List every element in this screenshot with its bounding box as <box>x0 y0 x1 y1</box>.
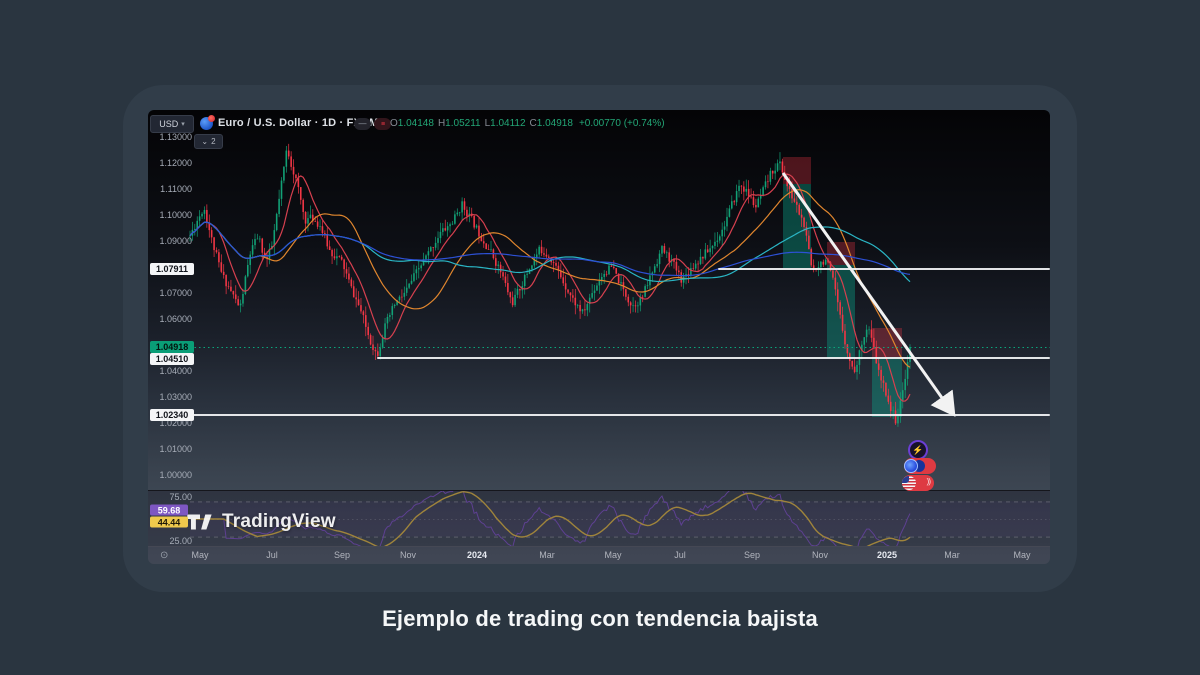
chevron-down-icon: ⌄ <box>201 137 209 146</box>
time-tick: Sep <box>333 550 351 560</box>
horizontal-line-1.07911[interactable] <box>718 268 1050 270</box>
symbol-logo-flag-dot <box>208 115 215 122</box>
time-tick: May <box>191 550 209 560</box>
time-tick: Mar <box>539 550 555 560</box>
time-tick: Jul <box>266 550 278 560</box>
ohlc-label: H <box>437 118 446 129</box>
currency-dropdown[interactable]: USD ▾ <box>150 115 194 133</box>
ohlc-label: O <box>390 118 398 129</box>
ohlc-value: 1.04112 <box>490 118 526 129</box>
change-value: +0.00770 (+0.74%) <box>578 118 665 129</box>
watermark-text: TradingView <box>222 511 336 532</box>
minimize-icon[interactable]: — <box>354 118 371 130</box>
reactions-badge[interactable] <box>904 458 936 474</box>
rsi-value-badge: 59.68 <box>150 504 188 516</box>
time-tick: May <box>1013 550 1031 560</box>
ohlc-value: 1.04918 <box>536 118 573 129</box>
symbol-logo-icon <box>200 115 215 130</box>
time-tick: Mar <box>944 550 960 560</box>
time-tick: Nov <box>399 550 417 560</box>
ohlc-label: L <box>484 118 491 129</box>
time-tick: Jul <box>674 550 686 560</box>
ohlc-label: C <box>529 118 537 129</box>
tradingview-logo-icon <box>187 514 212 530</box>
time-scale[interactable]: ⊙ May Jul Sep Nov 2024 Mar May Jul Sep Nov 2025 Mar… <box>148 546 1050 564</box>
flag-canton <box>902 476 909 483</box>
indicators-count: 2 <box>211 137 216 146</box>
market-status-icons[interactable]: — ≡ <box>354 118 391 130</box>
timezone-settings-icon[interactable]: ⊙ <box>160 550 169 561</box>
chart-card: USD ▾ Euro / U.S. Dollar · 1D · FXCM — ≡… <box>123 85 1077 592</box>
chart-header: USD ▾ Euro / U.S. Dollar · 1D · FXCM — ≡… <box>148 110 1050 136</box>
tradingview-watermark: TradingView <box>185 510 336 534</box>
ohlc-value: 1.04148 <box>397 118 434 129</box>
indicators-collapse-button[interactable]: ⌄ 2 <box>194 134 223 149</box>
market-alert-icon[interactable]: ≡ <box>374 118 391 130</box>
time-tick: 2025 <box>876 550 898 560</box>
rsi-upper-label: 75.00 <box>169 492 192 502</box>
currency-label: USD <box>159 119 179 129</box>
ohlc-value: 1.05211 <box>445 118 481 129</box>
horizontal-line-1.02340[interactable] <box>192 414 1050 416</box>
horizontal-line-1.04510[interactable] <box>377 357 1050 359</box>
rsi-lower-label: 25.00 <box>169 536 192 546</box>
chevron-down-icon: ▾ <box>181 121 185 128</box>
tradingview-chart[interactable]: USD ▾ Euro / U.S. Dollar · 1D · FXCM — ≡… <box>148 110 1050 564</box>
us-flag-icon <box>902 476 916 490</box>
caption: Ejemplo de trading con tendencia bajista <box>382 606 818 631</box>
rsi-ma-badge: 44.44 <box>150 516 188 528</box>
time-tick: Sep <box>743 550 761 560</box>
reaction-circle-icon <box>904 459 918 473</box>
time-tick: Nov <box>811 550 829 560</box>
time-tick: May <box>604 550 622 560</box>
boost-icon[interactable]: ⚡ <box>908 440 928 460</box>
reaction-marks: )) <box>926 477 931 486</box>
flag-reaction-badge[interactable]: )) <box>902 475 934 491</box>
ohlc-values: O1.04148 H1.05211 L1.04112 C1.04918 +0.00770… <box>390 118 665 129</box>
time-tick: 2024 <box>466 550 488 560</box>
symbol-title: Euro / U.S. Dollar · 1D · FXCM <box>218 117 379 129</box>
rsi-pane[interactable] <box>148 490 1050 547</box>
